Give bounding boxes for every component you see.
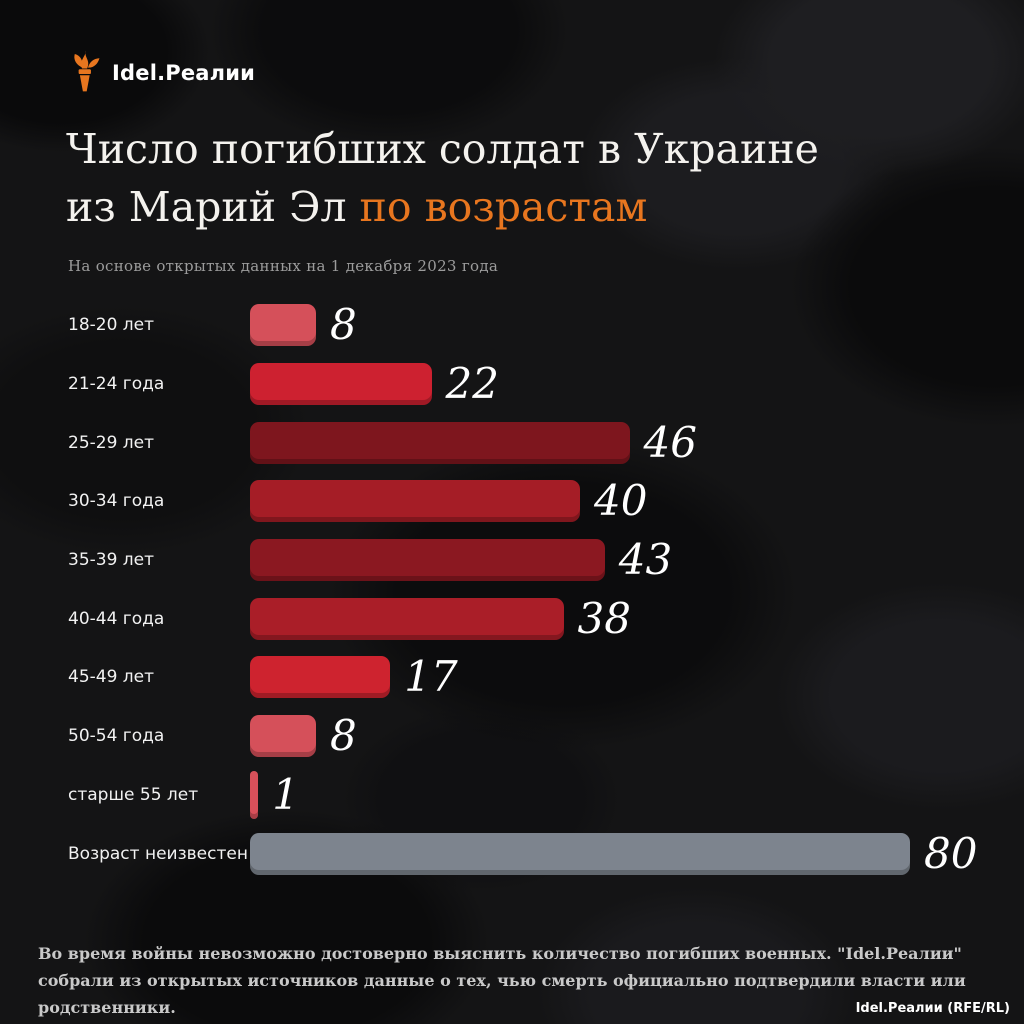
bar <box>250 770 259 819</box>
bar-value: 40 <box>594 476 648 526</box>
title-line2-orange: по возрастам <box>359 183 648 232</box>
bar-value: 8 <box>330 300 357 350</box>
chart-row: 21-24 года 22 <box>68 355 1008 414</box>
chart-row: 50-54 года 8 <box>68 707 1008 766</box>
bar-value: 38 <box>577 593 631 643</box>
bar <box>250 832 910 875</box>
bar-track: 8 <box>250 300 1008 350</box>
page-title: Число погибших солдат в Украине из Марий… <box>66 120 886 236</box>
bar-value: 43 <box>618 535 673 585</box>
bar-value: 8 <box>330 711 357 761</box>
torch-icon <box>68 50 102 96</box>
chart-rows: 18-20 лет 8 21-24 года 22 25-29 лет 46 30-34 г… <box>68 296 1008 883</box>
bar-track: 80 <box>250 828 1008 878</box>
chart-row: 30-34 года 40 <box>68 472 1008 531</box>
bar-track: 1 <box>250 769 1008 819</box>
bar-value: 80 <box>924 828 978 878</box>
bar <box>250 656 391 699</box>
bar <box>250 539 605 582</box>
chart-subtitle: На основе открытых данных на 1 декабря 2… <box>68 257 499 275</box>
bar-label: 18-20 лет <box>68 315 155 336</box>
title-line1: Число погибших солдат в Украине <box>66 125 819 173</box>
chart-row: 40-44 года 38 <box>68 589 1008 648</box>
bar-value: 1 <box>272 769 299 819</box>
bar-track: 38 <box>250 593 1008 643</box>
chart-row: 45-49 лет 17 <box>68 648 1008 707</box>
brand-logo-text: Idel.Реалии <box>112 61 256 85</box>
bar-value: 46 <box>643 417 697 467</box>
bar-label: Возраст неизвестен <box>68 843 248 864</box>
bar-track: 40 <box>250 476 1008 526</box>
bar <box>250 421 630 464</box>
bar <box>250 715 316 758</box>
bar-label: 50-54 года <box>68 726 165 747</box>
bar-label: 25-29 лет <box>68 432 155 453</box>
bar-track: 8 <box>250 711 1008 761</box>
source-attribution: Idel.Реалии (RFE/RL) <box>855 1001 1010 1016</box>
bar <box>250 304 316 347</box>
bar-track: 22 <box>250 359 1008 409</box>
bar-label: 30-34 года <box>68 491 165 512</box>
brand-logo: Idel.Реалии <box>68 50 255 96</box>
bar-value: 22 <box>445 359 499 409</box>
bar-value: 17 <box>404 652 458 702</box>
chart-row: 35-39 лет 43 <box>68 531 1008 590</box>
bar-label: 21-24 года <box>68 374 165 395</box>
bar <box>250 363 432 406</box>
bar-chart: 18-20 лет 8 21-24 года 22 25-29 лет 46 30-34 г… <box>68 296 1008 883</box>
bar-label: 40-44 года <box>68 608 165 629</box>
bar-track: 43 <box>250 535 1008 585</box>
chart-row: Возраст неизвестен 80 <box>68 824 1008 883</box>
bar-label: 35-39 лет <box>68 550 155 571</box>
chart-row: старше 55 лет 1 <box>68 766 1008 825</box>
bar-track: 17 <box>250 652 1008 702</box>
title-line2-white: из Марий Эл <box>66 183 360 232</box>
bar-track: 46 <box>250 417 1008 467</box>
footer-note: Во время войны невозможно достоверно выя… <box>38 944 966 1018</box>
chart-row: 25-29 лет 46 <box>68 413 1008 472</box>
bar <box>250 480 580 523</box>
chart-row: 18-20 лет 8 <box>68 296 1008 355</box>
bar-label: 45-49 лет <box>68 667 155 688</box>
bar-label: старше 55 лет <box>68 784 199 805</box>
bar <box>250 597 564 640</box>
